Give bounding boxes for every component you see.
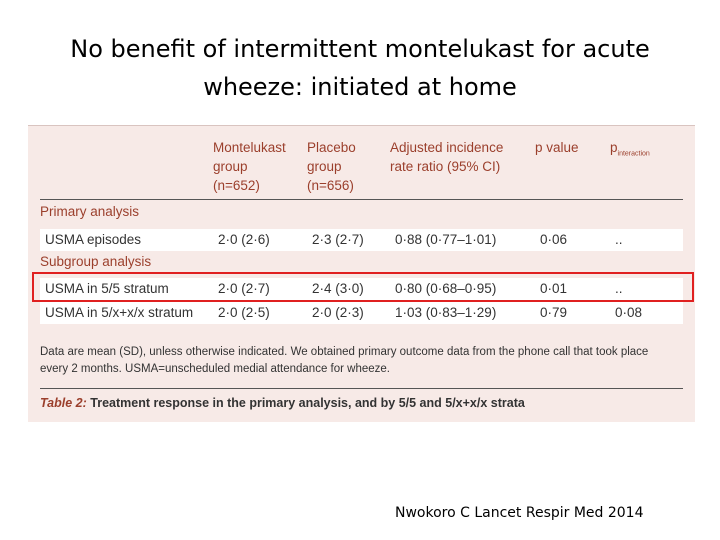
slide-title: No benefit of intermittent montelukast f… — [70, 35, 650, 101]
header-text: p — [610, 140, 618, 155]
table-cell: USMA episodes — [45, 232, 142, 247]
table-cell: .. — [615, 232, 623, 247]
table-cell: USMA in 5/5 stratum — [45, 281, 169, 296]
column-header: pinteraction — [610, 138, 650, 164]
column-header: (n=656) — [307, 178, 354, 193]
table-cell: 2·0 (2·5) — [218, 305, 270, 320]
rule — [40, 199, 683, 200]
table-cell: 0·88 (0·77–1·01) — [395, 232, 497, 247]
rule — [40, 388, 683, 389]
column-header: rate ratio (95% CI) — [390, 159, 501, 174]
caption-text: Treatment response in the primary analys… — [90, 396, 525, 410]
table-cell: .. — [615, 281, 623, 296]
table-cell: 0·79 — [540, 305, 568, 320]
table-cell: 0·01 — [540, 281, 568, 296]
footnote: Data are mean (SD), unless otherwise ind… — [40, 346, 649, 375]
table-cell: 0·08 — [615, 305, 643, 320]
column-header: p value — [535, 140, 579, 155]
table-cell: 2·0 (2·7) — [218, 281, 270, 296]
table-cell: 2·0 (2·6) — [218, 232, 270, 247]
table-cell: 2·3 (2·7) — [312, 232, 364, 247]
column-header: Adjusted incidence — [390, 140, 504, 155]
table-cell: USMA in 5/x+x/x stratum — [45, 305, 194, 320]
row-band — [40, 302, 683, 324]
column-header: group — [307, 159, 342, 174]
citation: Nwokoro C Lancet Respir Med 2014 — [395, 505, 644, 521]
highlight-box — [32, 272, 694, 302]
section-label: Subgroup analysis — [40, 254, 152, 269]
table-cell: 2·4 (3·0) — [312, 281, 364, 296]
table-cell: 2·0 (2·3) — [312, 305, 364, 320]
table-cell: 0·80 (0·68–0·95) — [395, 281, 497, 296]
caption: Table 2: Treatment response in the prima… — [40, 396, 525, 410]
section-label: Primary analysis — [40, 204, 140, 219]
column-header: (n=652) — [213, 178, 260, 193]
row-band — [40, 229, 683, 251]
header-subscript: interaction — [617, 150, 650, 158]
column-header: Montelukast — [213, 140, 286, 155]
row-band — [40, 278, 683, 300]
table-cell: 1·03 (0·83–1·29) — [395, 305, 497, 320]
caption-label: Table 2: — [40, 396, 87, 410]
column-header: Placebo — [307, 140, 356, 155]
table-cell: 0·06 — [540, 232, 568, 247]
column-header: group — [213, 159, 248, 174]
